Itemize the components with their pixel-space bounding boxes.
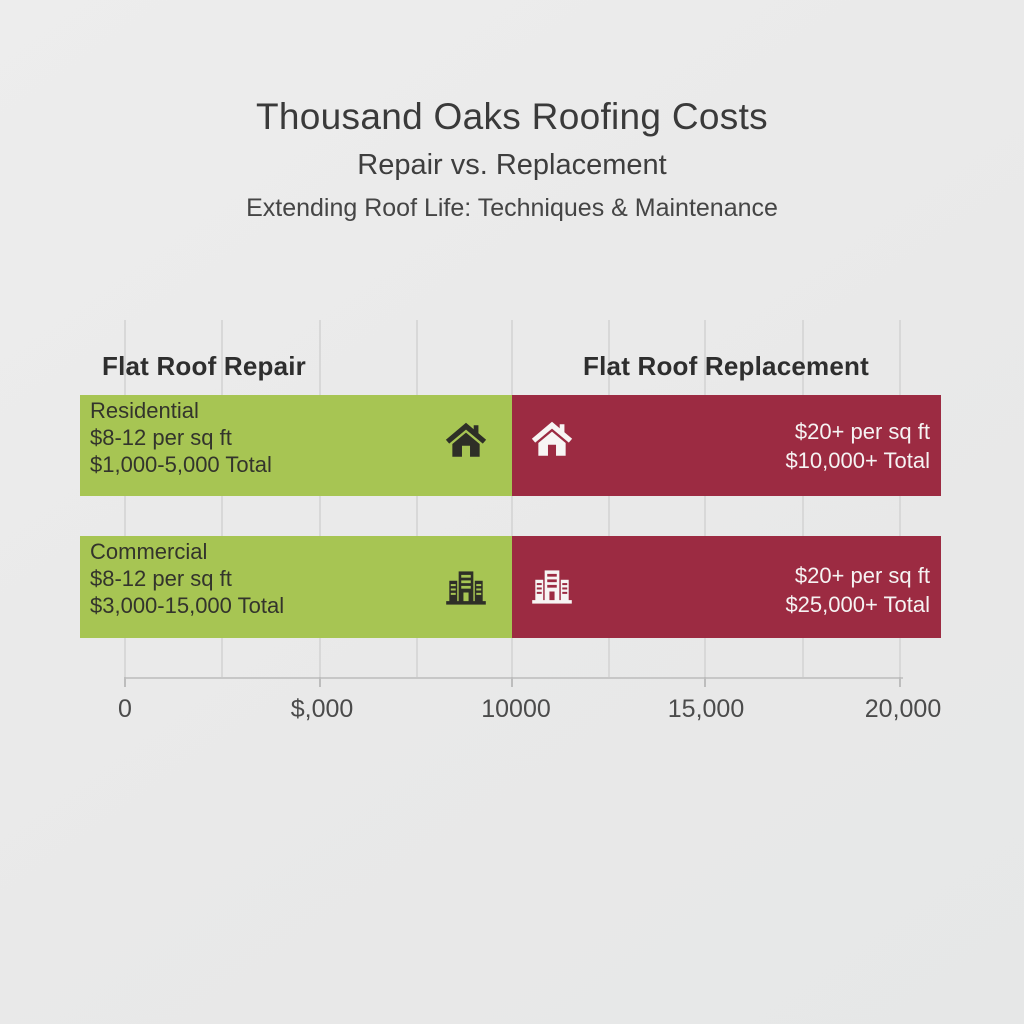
- bar-total-label: $10,000+ Total: [785, 448, 930, 473]
- x-axis-line: [124, 677, 903, 679]
- grid-line: [416, 320, 418, 677]
- grid-line: [319, 320, 321, 677]
- x-tick-label: $,000: [290, 695, 354, 723]
- bar-text-block: Residential $8-12 per sq ft $1,000-5,000…: [90, 397, 272, 478]
- x-tick-label: 15,000: [667, 695, 745, 723]
- grid-line: [899, 320, 901, 677]
- bar-rate-label: $8-12 per sq ft: [90, 425, 232, 450]
- repair-bar-residential: Residential $8-12 per sq ft $1,000-5,000…: [80, 395, 512, 496]
- section-header-repair: Flat Roof Repair: [102, 351, 306, 381]
- axis-tick: [704, 677, 706, 687]
- x-tick-label: 10000: [481, 695, 551, 723]
- bar-rate-label: $20+ per sq ft: [794, 419, 930, 444]
- bar-total-label: $1,000-5,000 Total: [90, 452, 272, 477]
- bar-category-label: Residential: [90, 398, 199, 423]
- grid-line: [511, 320, 513, 677]
- page-tagline: Extending Roof Life: Techniques & Mainte…: [246, 194, 778, 222]
- axis-tick: [899, 677, 901, 687]
- axis-tick: [319, 677, 321, 687]
- x-tick-label: 20,000: [864, 695, 942, 723]
- axis-tick: [511, 677, 513, 687]
- repair-bar-commercial: Commercial $8-12 per sq ft $3,000-15,000…: [80, 536, 512, 638]
- building-icon: [530, 564, 574, 608]
- grid-line: [221, 320, 223, 677]
- building-icon: [444, 565, 488, 609]
- grid-line: [124, 320, 126, 677]
- replacement-bar-commercial: $20+ per sq ft $25,000+ Total: [512, 536, 941, 638]
- page-subtitle: Repair vs. Replacement: [357, 149, 667, 181]
- axis-tick: [124, 677, 126, 687]
- bar-total-label: $3,000-15,000 Total: [90, 593, 285, 618]
- page-title: Thousand Oaks Roofing Costs: [256, 96, 768, 137]
- bar-text-block: Commercial $8-12 per sq ft $3,000-15,000…: [90, 538, 284, 619]
- bar-text-block: $20+ per sq ft $10,000+ Total: [785, 417, 930, 475]
- grid-line: [608, 320, 610, 677]
- bar-total-label: $25,000+ Total: [785, 592, 930, 617]
- grid-line: [802, 320, 804, 677]
- bar-category-label: Commercial: [90, 539, 208, 564]
- bar-rate-label: $20+ per sq ft: [794, 563, 930, 588]
- x-tick-label: 0: [118, 695, 132, 723]
- house-icon: [445, 420, 487, 462]
- bar-text-block: $20+ per sq ft $25,000+ Total: [785, 561, 930, 619]
- house-icon: [531, 419, 573, 461]
- bar-rate-label: $8-12 per sq ft: [90, 566, 232, 591]
- replacement-bar-residential: $20+ per sq ft $10,000+ Total: [512, 395, 941, 496]
- grid-line: [704, 320, 706, 677]
- section-header-replacement: Flat Roof Replacement: [583, 351, 869, 381]
